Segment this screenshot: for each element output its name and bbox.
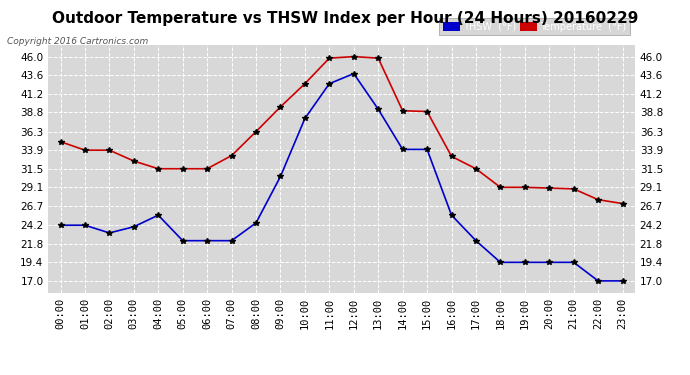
- Text: Copyright 2016 Cartronics.com: Copyright 2016 Cartronics.com: [7, 38, 148, 46]
- Legend: THSW  (°F), Temperature  (°F): THSW (°F), Temperature (°F): [439, 18, 630, 36]
- Text: Outdoor Temperature vs THSW Index per Hour (24 Hours) 20160229: Outdoor Temperature vs THSW Index per Ho…: [52, 11, 638, 26]
